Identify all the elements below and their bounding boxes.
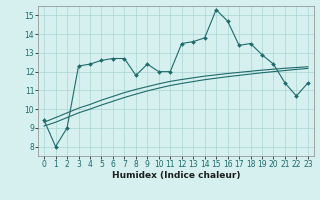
X-axis label: Humidex (Indice chaleur): Humidex (Indice chaleur) bbox=[112, 171, 240, 180]
